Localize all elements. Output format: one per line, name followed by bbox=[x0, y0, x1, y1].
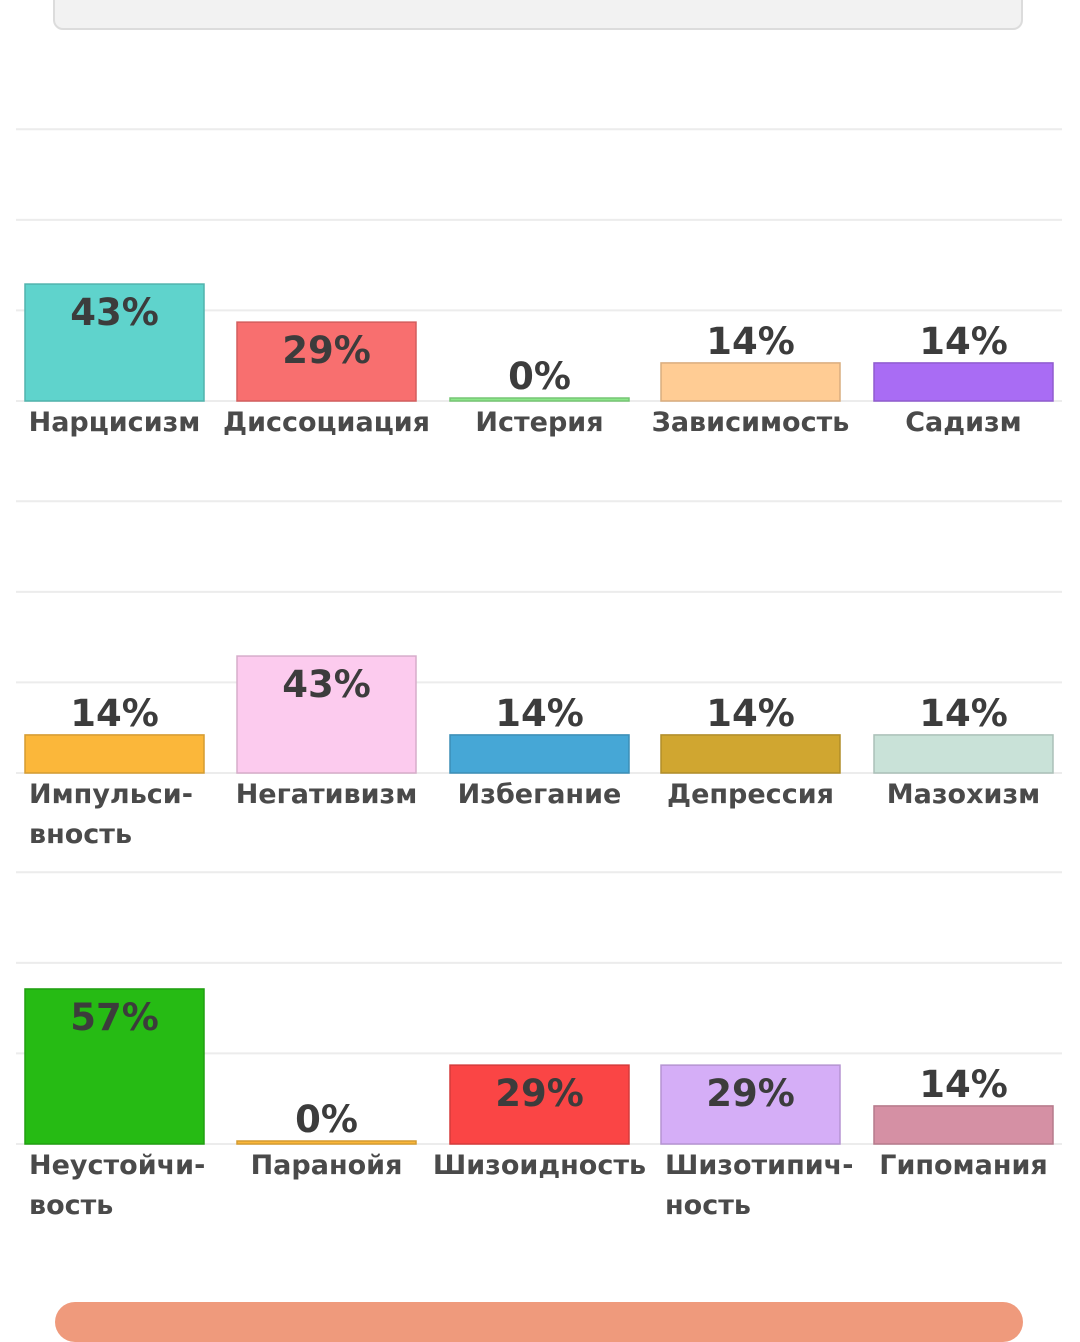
category-label: Негативизм bbox=[236, 779, 418, 810]
bar-Импульсивность bbox=[24, 734, 205, 774]
category-label: Гипомания bbox=[879, 1150, 1048, 1181]
top-panel bbox=[53, 0, 1023, 30]
bar-value-label: 29% bbox=[706, 1072, 795, 1115]
chart-3: 57% Неустойчи-вость 0% Паранойя 29% Шизоиднос… bbox=[16, 871, 1062, 1221]
bar-value-label: 14% bbox=[919, 320, 1008, 363]
bar-value-label: 43% bbox=[70, 291, 159, 334]
bar-value-label: 14% bbox=[919, 1063, 1008, 1106]
bar-Паранойя bbox=[236, 1140, 417, 1145]
category-label: Истерия bbox=[475, 407, 603, 438]
bar-value-label: 14% bbox=[706, 692, 795, 735]
bar-Шизоидность bbox=[449, 1064, 630, 1145]
bar-value-label: 14% bbox=[919, 692, 1008, 735]
bar-value-label: 29% bbox=[495, 1072, 584, 1115]
category-label: Диссоциация bbox=[223, 407, 430, 438]
bar-Зависимость bbox=[660, 362, 841, 402]
bar-value-label: 57% bbox=[70, 996, 159, 1039]
category-label: Импульси- bbox=[29, 779, 193, 810]
category-label: Шизоидность bbox=[433, 1150, 646, 1181]
category-label: Садизм bbox=[905, 407, 1022, 438]
category-label: ность bbox=[665, 1190, 751, 1221]
bar-Неустойчивость bbox=[24, 988, 205, 1145]
bar-Истерия bbox=[449, 397, 630, 402]
bar-Шизотипичность bbox=[660, 1064, 841, 1145]
bar-Мазохизм bbox=[873, 734, 1054, 774]
bar-Депрессия bbox=[660, 734, 841, 774]
category-label: Мазохизм bbox=[887, 779, 1040, 810]
category-label: Депрессия bbox=[667, 779, 834, 810]
bar-value-label: 43% bbox=[282, 663, 371, 706]
bar-value-label: 14% bbox=[495, 692, 584, 735]
bar-Избегание bbox=[449, 734, 630, 774]
chart-1: 43% Нарцисизм 29% Диссоциация 0% Истерия 14% За… bbox=[16, 128, 1062, 438]
category-label: Паранойя bbox=[251, 1150, 403, 1181]
bar-Негативизм bbox=[236, 655, 417, 774]
category-label: Нарцисизм bbox=[29, 407, 201, 438]
bar-value-label: 29% bbox=[282, 329, 371, 372]
bar-Гипомания bbox=[873, 1105, 1054, 1145]
category-label: вность bbox=[29, 819, 132, 850]
bar-value-label: 0% bbox=[508, 355, 571, 398]
category-label: Неустойчи- bbox=[29, 1150, 205, 1181]
bar-Нарцисизм bbox=[24, 283, 205, 402]
bar-value-label: 14% bbox=[706, 320, 795, 363]
category-label: Избегание bbox=[458, 779, 622, 810]
chart-2: 14% Импульси-вность 43% Негативизм 14% Избега… bbox=[16, 500, 1062, 850]
bar-value-label: 0% bbox=[295, 1098, 358, 1141]
category-label: Зависимость bbox=[652, 407, 850, 438]
bar-Диссоциация bbox=[236, 321, 417, 402]
category-label: Шизотипич- bbox=[665, 1150, 853, 1181]
category-label: вость bbox=[29, 1190, 113, 1221]
bottom-action-button[interactable] bbox=[55, 1302, 1023, 1342]
bar-value-label: 14% bbox=[70, 692, 159, 735]
bar-charts: 43% Нарцисизм 29% Диссоциация 0% Истерия 14% За… bbox=[16, 128, 1062, 1221]
bar-Садизм bbox=[873, 362, 1054, 402]
